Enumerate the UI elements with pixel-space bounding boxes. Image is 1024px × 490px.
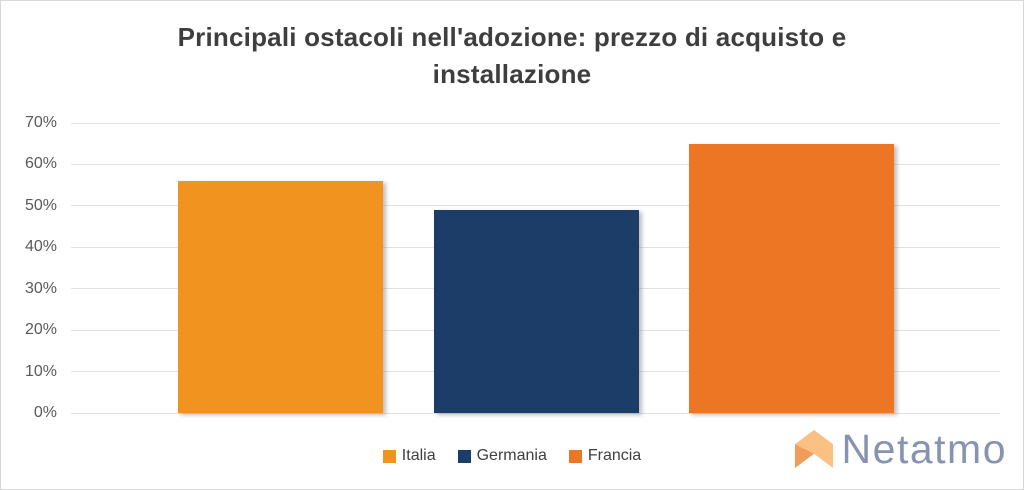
legend-swatch bbox=[568, 449, 582, 463]
y-tick-label: 0% bbox=[33, 404, 57, 421]
y-tick-label: 30% bbox=[24, 279, 57, 297]
y-axis: 70% 60% 50% 40% 30% 20% 10% 0% bbox=[1, 114, 57, 421]
legend-swatch bbox=[382, 449, 396, 463]
y-tick-label: 10% bbox=[24, 362, 57, 380]
legend-label: Francia bbox=[587, 447, 642, 464]
plot-area bbox=[71, 122, 1000, 414]
legend-item-italia: Italia bbox=[382, 447, 436, 465]
netatmo-logo: Netatmo bbox=[793, 426, 1007, 472]
legend-label: Germania bbox=[476, 447, 547, 464]
legend-item-germania: Germania bbox=[457, 447, 547, 465]
bar-germania bbox=[433, 210, 639, 413]
legend-item-francia: Francia bbox=[568, 447, 642, 465]
gridline bbox=[71, 412, 1000, 414]
y-tick-label: 50% bbox=[24, 196, 57, 214]
netatmo-logo-text: Netatmo bbox=[841, 426, 1007, 472]
gridline bbox=[71, 205, 1000, 207]
netatmo-house-icon bbox=[794, 429, 833, 469]
bar-italia bbox=[177, 181, 383, 413]
legend-swatch bbox=[457, 449, 471, 463]
y-tick-label: 60% bbox=[24, 155, 57, 173]
chart-title-line-2: installazione bbox=[432, 59, 592, 89]
y-tick-label: 20% bbox=[24, 321, 57, 339]
chart-title-line-1: Principali ostacoli nell'adozione: prezz… bbox=[177, 22, 847, 52]
gridline bbox=[71, 163, 1000, 165]
gridline bbox=[71, 122, 1000, 124]
chart-legend: Italia Germania Francia bbox=[1, 447, 1023, 465]
y-tick-label: 40% bbox=[24, 238, 57, 256]
chart-title: Principali ostacoli nell'adozione: prezz… bbox=[1, 19, 1023, 93]
y-tick-label: 70% bbox=[24, 114, 57, 131]
legend-label: Italia bbox=[401, 447, 436, 464]
bar-francia bbox=[689, 143, 895, 413]
